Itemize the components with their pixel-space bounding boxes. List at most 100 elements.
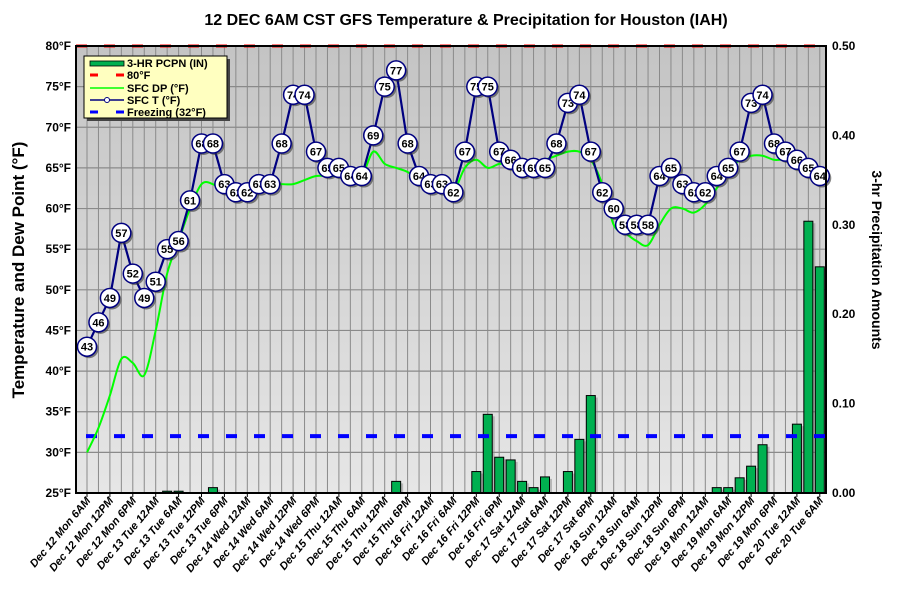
- y-tick-label: 50°F: [46, 283, 71, 297]
- temperature-data-label: 69: [367, 130, 379, 142]
- temperature-point: [569, 84, 590, 106]
- temperature-data-label: 51: [150, 277, 162, 289]
- y-tick-label: 35°F: [46, 405, 71, 419]
- temperature-data-label: 74: [756, 90, 769, 102]
- temperature-data-label: 68: [401, 139, 413, 151]
- temperature-point: [592, 182, 613, 203]
- precip-bar: [562, 471, 573, 494]
- precip-bar: [803, 220, 814, 494]
- temperature-point: [546, 133, 567, 154]
- y2-tick-label: 0.20: [832, 307, 856, 321]
- temperature-point: [168, 230, 189, 252]
- legend-temperature: SFC T (°F): [127, 95, 181, 107]
- precip-bar: [505, 459, 516, 494]
- temperature-data-label: 62: [596, 187, 608, 199]
- temperature-data-label: 67: [734, 147, 746, 159]
- temperature-point: [179, 190, 201, 211]
- y-tick-label: 75°F: [46, 80, 71, 94]
- temperature-data-label: 68: [207, 139, 219, 151]
- temperature-data-label: 73: [745, 98, 757, 110]
- legend-pcpn: 3-HR PCPN (IN): [127, 58, 208, 70]
- temperature-data-label: 74: [573, 90, 586, 102]
- temperature-data-label: 62: [447, 187, 459, 199]
- temperature-point: [202, 133, 224, 154]
- temperature-data-label: 63: [264, 179, 276, 191]
- temperature-data-label: 65: [539, 163, 551, 175]
- temperature-data-label: 67: [310, 147, 322, 159]
- temperature-point: [88, 312, 109, 333]
- precip-bar: [585, 395, 596, 494]
- precip-bar: [482, 413, 493, 494]
- temperature-data-label: 65: [722, 163, 734, 175]
- temperature-point: [454, 141, 476, 162]
- precip-bar: [814, 266, 825, 494]
- y2-tick-label: 0.30: [832, 218, 856, 232]
- temperature-point: [603, 198, 624, 219]
- precip-bar: [574, 438, 585, 494]
- y2-tick-label: 0.40: [832, 128, 856, 142]
- temperature-data-label: 49: [104, 293, 116, 305]
- y-tick-label: 45°F: [46, 323, 71, 337]
- y2-tick-label: 0.10: [832, 397, 856, 411]
- temperature-point: [477, 76, 498, 97]
- temperature-point: [397, 133, 418, 154]
- temperature-point: [717, 157, 739, 179]
- temperature-data-label: 55: [161, 244, 173, 256]
- temperature-data-label: 58: [642, 220, 654, 232]
- temperature-data-label: 75: [379, 82, 391, 94]
- temperature-point: [752, 84, 773, 106]
- temperature-point: [637, 214, 659, 236]
- temperature-point: [294, 84, 315, 106]
- legend-80f: 80°F: [127, 70, 151, 82]
- temperature-point: [363, 125, 384, 146]
- temperature-point: [729, 141, 750, 162]
- temperature-data-label: 68: [550, 139, 562, 151]
- temperature-data-label: 64: [814, 171, 827, 183]
- temperature-point: [660, 157, 682, 179]
- temperature-data-label: 64: [356, 171, 369, 183]
- temperature-data-label: 61: [184, 195, 196, 207]
- temperature-data-label: 68: [276, 139, 288, 151]
- temperature-point: [271, 133, 292, 154]
- y-tick-label: 55°F: [46, 242, 71, 256]
- temperature-point: [351, 165, 373, 187]
- y2-tick-label: 0.50: [832, 39, 856, 53]
- temperature-data-label: 43: [81, 342, 93, 354]
- y-tick-label: 25°F: [46, 486, 71, 500]
- temperature-data-label: 75: [482, 82, 494, 94]
- temperature-data-label: 57: [115, 228, 127, 240]
- y-axis-label: Temperature and Dew Point (°F): [9, 142, 28, 399]
- temperature-point: [99, 287, 121, 309]
- temperature-data-label: 73: [562, 98, 574, 110]
- precip-bar: [517, 480, 528, 494]
- temperature-point: [695, 182, 716, 203]
- temperature-point: [443, 182, 464, 203]
- legend: 3-HR PCPN (IN) 80°F SFC DP (°F) SFC T (°…: [83, 55, 230, 121]
- temperature-data-label: 46: [92, 317, 104, 329]
- y-tick-label: 40°F: [46, 364, 71, 378]
- temperature-data-label: 56: [172, 236, 184, 248]
- legend-freezing: Freezing (32°F): [127, 107, 206, 119]
- y2-axis-label: 3-hr Precipitation Amounts: [869, 170, 885, 349]
- y-tick-label: 80°F: [46, 39, 71, 53]
- temperature-point: [122, 263, 144, 284]
- temperature-point: [76, 336, 98, 357]
- y-tick-label: 70°F: [46, 120, 71, 134]
- y-tick-label: 65°F: [46, 161, 71, 175]
- temperature-data-label: 67: [585, 147, 597, 159]
- precip-bar: [494, 456, 505, 494]
- precip-bar: [757, 444, 768, 494]
- temperature-data-label: 62: [699, 187, 711, 199]
- temperature-point: [145, 271, 166, 292]
- temperature-point: [305, 141, 327, 162]
- temperature-data-label: 62: [241, 187, 253, 199]
- legend-dewpoint: SFC DP (°F): [127, 83, 189, 95]
- temperature-data-label: 60: [608, 204, 620, 216]
- temperature-point: [580, 141, 602, 162]
- temperature-data-label: 74: [298, 90, 311, 102]
- temperature-point: [111, 222, 132, 244]
- y-tick-label: 30°F: [46, 445, 71, 459]
- temperature-data-label: 65: [665, 163, 677, 175]
- chart-title: 12 DEC 6AM CST GFS Temperature & Precipi…: [204, 12, 727, 29]
